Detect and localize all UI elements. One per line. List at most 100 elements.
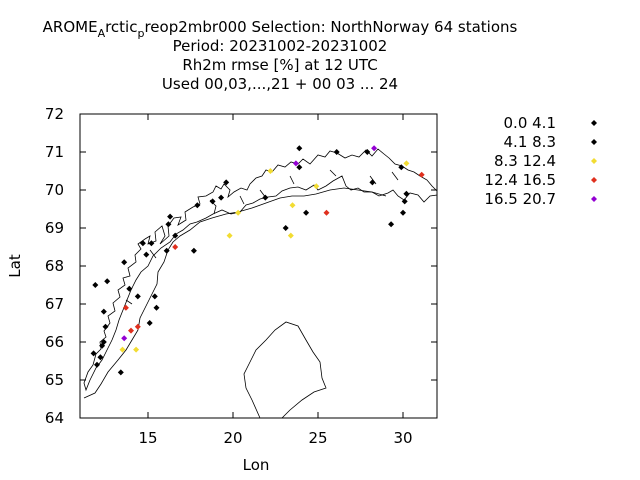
data-point <box>134 293 141 300</box>
y-axis: 64 65 66 67 68 69 70 71 72 <box>45 105 437 427</box>
data-point <box>146 320 153 326</box>
y-tick-label: 69 <box>45 219 64 237</box>
data-point <box>333 149 340 155</box>
data-point <box>143 251 150 258</box>
data-point <box>194 202 201 209</box>
data-point <box>97 354 104 361</box>
data-point <box>165 221 172 228</box>
title-part: rctic <box>105 18 137 36</box>
data-point <box>94 361 100 368</box>
data-point <box>121 259 128 266</box>
y-tick-label: 71 <box>45 143 64 161</box>
title-part: AROME <box>43 18 98 36</box>
data-point <box>323 209 330 216</box>
data-point <box>119 346 126 353</box>
data-point <box>400 209 406 216</box>
y-axis-label: Lat <box>6 254 24 278</box>
data-point <box>100 339 107 345</box>
data-point <box>262 194 269 201</box>
data-point <box>296 145 303 152</box>
data-point <box>398 164 405 171</box>
y-tick-label: 64 <box>45 409 64 427</box>
title-part: p <box>137 27 144 40</box>
data-point <box>190 247 197 254</box>
data-point <box>303 209 310 216</box>
data-point <box>117 369 124 376</box>
data-point <box>226 232 233 239</box>
data-point <box>134 323 141 330</box>
legend-label: 4.1 8.3 <box>504 133 556 151</box>
data-point <box>209 198 216 205</box>
data-point <box>92 282 99 288</box>
title-line-3: Rh2m rmse [%] at 12 UTC <box>182 56 377 74</box>
legend: 0.0 4.14.1 8.38.3 12.412.4 16.516.5 20.7 <box>484 114 597 208</box>
chart-title: AROMEArcticpreop2mbr000 Selection: North… <box>43 18 518 93</box>
data-point <box>267 168 274 174</box>
legend-marker <box>591 158 597 164</box>
y-tick-label: 68 <box>45 257 64 275</box>
x-tick-label: 30 <box>393 429 412 447</box>
data-points <box>90 145 425 376</box>
title-part: reop2mbr000 Selection: NorthNorway 64 st… <box>144 18 517 36</box>
legend-label: 12.4 16.5 <box>484 171 556 189</box>
title-part: A <box>98 27 106 40</box>
x-tick-label: 20 <box>223 429 242 447</box>
data-point <box>126 285 133 292</box>
legend-marker <box>591 139 597 145</box>
x-axis-label: Lon <box>243 456 270 474</box>
data-point <box>418 171 425 178</box>
legend-marker <box>591 177 597 183</box>
data-point <box>364 149 371 155</box>
data-point <box>313 183 320 190</box>
legend-label: 0.0 4.1 <box>504 114 556 132</box>
data-point <box>371 145 378 152</box>
x-tick-label: 15 <box>138 429 157 447</box>
data-point <box>292 160 299 167</box>
y-tick-label: 70 <box>45 181 64 199</box>
data-point <box>388 221 395 228</box>
data-point <box>90 350 97 357</box>
data-point <box>151 293 158 300</box>
data-point <box>163 247 170 254</box>
data-point <box>133 346 140 353</box>
title-part: Rh2m rmse [%] at 12 UTC <box>182 56 377 74</box>
plot-area: 15 20 25 30 64 65 66 67 68 69 70 71 72 <box>45 105 438 447</box>
data-point <box>401 198 408 205</box>
title-part: Used 00,03,...,21 + 00 03 ... 24 <box>162 75 398 93</box>
data-point <box>104 278 111 285</box>
data-point <box>403 190 410 197</box>
y-tick-label: 72 <box>45 105 64 123</box>
land-border <box>83 187 387 419</box>
data-point <box>223 179 230 186</box>
data-point <box>235 209 242 216</box>
data-point <box>296 164 303 171</box>
title-line-1: AROMEArcticpreop2mbr000 Selection: North… <box>43 18 518 40</box>
data-point <box>139 240 146 247</box>
data-point <box>128 327 134 334</box>
title-line-2: Period: 20231002-20231002 <box>173 37 388 55</box>
data-point <box>289 202 296 209</box>
x-axis: 15 20 25 30 <box>138 114 413 447</box>
legend-marker <box>591 120 597 126</box>
title-line-4: Used 00,03,...,21 + 00 03 ... 24 <box>162 75 398 93</box>
data-point <box>148 240 155 247</box>
title-part: Period: 20231002-20231002 <box>173 37 388 55</box>
data-point <box>218 194 225 201</box>
data-point <box>172 232 179 239</box>
legend-label: 16.5 20.7 <box>484 190 556 208</box>
data-point <box>121 335 128 342</box>
data-point <box>102 323 109 330</box>
data-point <box>282 225 289 231</box>
data-point <box>369 179 376 186</box>
data-point <box>122 304 129 311</box>
coastline <box>83 148 438 392</box>
y-tick-label: 65 <box>45 371 64 389</box>
legend-marker <box>591 196 597 202</box>
data-point <box>153 304 160 311</box>
legend-label: 8.3 12.4 <box>494 152 556 170</box>
data-point <box>403 160 410 167</box>
data-point <box>100 308 107 315</box>
data-point <box>167 213 174 220</box>
data-point <box>287 232 294 239</box>
